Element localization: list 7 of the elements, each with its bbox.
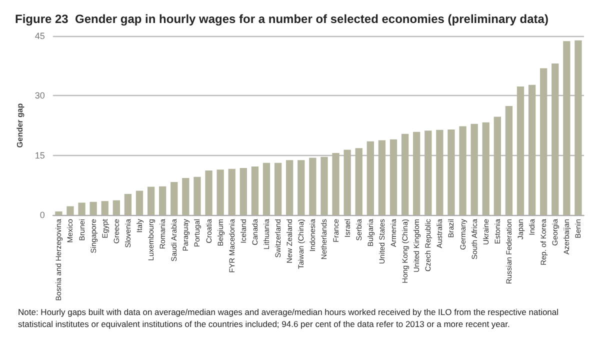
text: Note: Hourly gaps built with data on average/median wages and average/median hours worked received by the ILO from the respective national statistical institutes or equivalent institutions of the countries included; 94.6 per cent of the data refer to 2013 or a more recent year. (18, 307, 561, 329)
y-tick-label: 15 (34, 150, 45, 160)
y-tick-label: 45 (34, 31, 45, 41)
y-tick-label: 30 (34, 90, 45, 101)
y-tick-label: 0 (40, 210, 45, 220)
chart-title: Figure 23 Gender gap in hourly wages for a number of selected economies (preliminary data) (15, 12, 548, 26)
y-axis-title: Gender gap (16, 103, 24, 148)
